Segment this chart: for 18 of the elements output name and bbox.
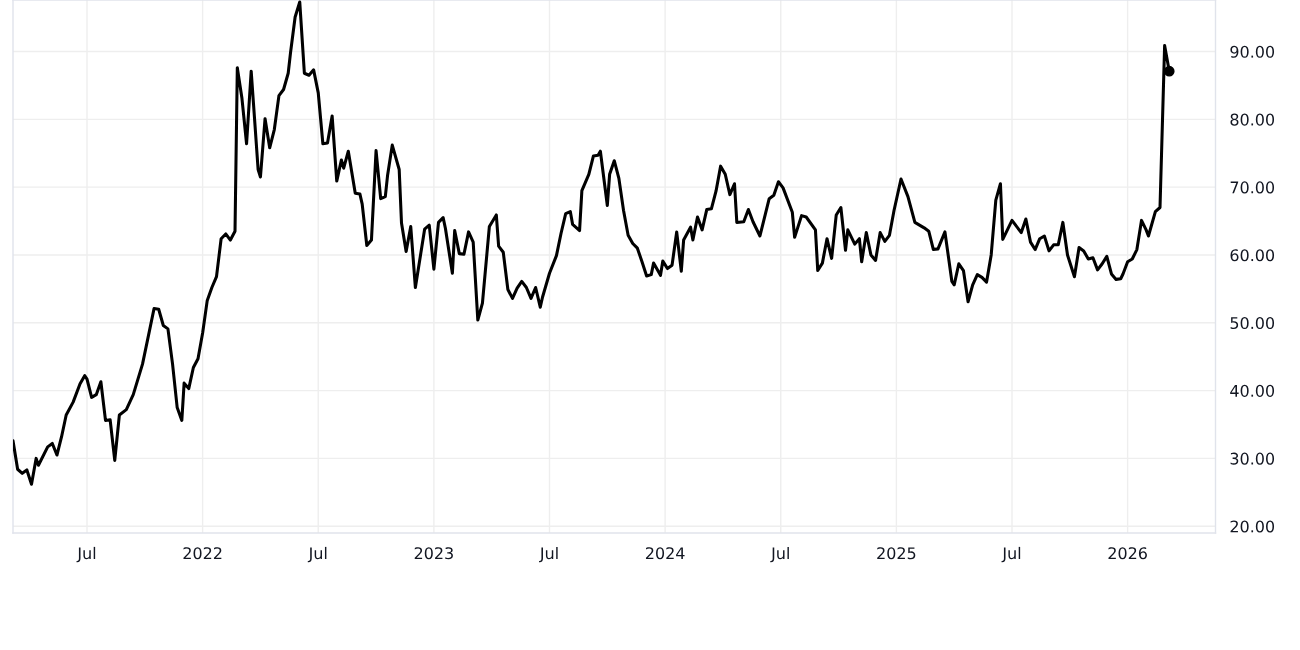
x-tick-label: Jul — [76, 546, 96, 563]
x-tick-label: 2024 — [645, 547, 685, 560]
x-tick-label: Jul — [539, 546, 558, 563]
y-tick-label: 60.00 — [1230, 249, 1275, 262]
x-tick-label: 2025 — [877, 547, 916, 560]
y-tick-label: 40.00 — [1230, 384, 1275, 397]
x-tick-label: Jul — [1001, 546, 1021, 563]
y-tick-label: 90.00 — [1230, 45, 1275, 58]
x-tick-label: Jul — [770, 546, 789, 563]
x-tick-label: Jul — [307, 546, 327, 563]
y-tick-label: 50.00 — [1230, 317, 1275, 330]
y-tick-label: 70.00 — [1230, 181, 1275, 194]
y-tick-label: 30.00 — [1230, 452, 1275, 465]
y-tick-label: 20.00 — [1230, 520, 1275, 533]
x-tick-label: 2022 — [183, 547, 222, 560]
y-tick-label: 80.00 — [1230, 113, 1275, 126]
x-tick-label: 2026 — [1108, 547, 1147, 560]
x-tick-label: 2023 — [414, 547, 453, 560]
